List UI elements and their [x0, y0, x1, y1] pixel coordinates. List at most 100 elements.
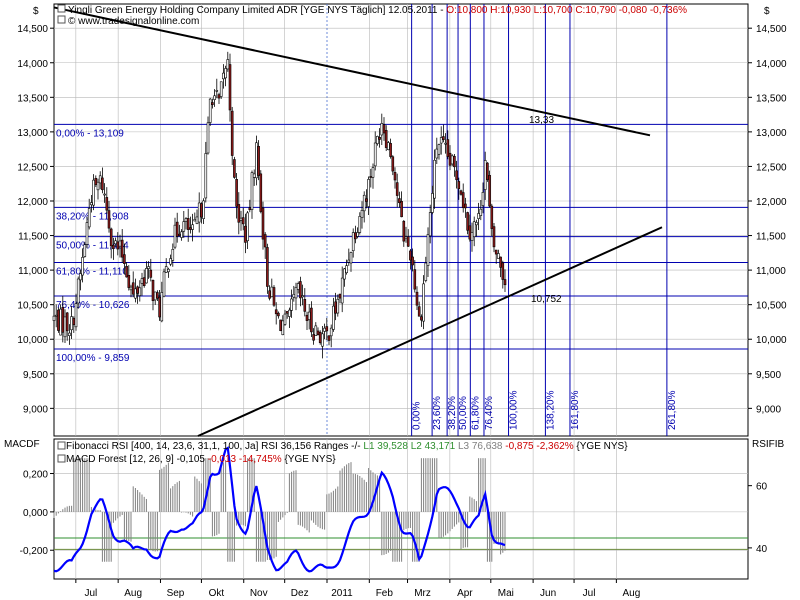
candle-body: [316, 330, 320, 336]
candle-body: [219, 81, 223, 97]
candle-body: [233, 159, 236, 178]
candle-body: [356, 232, 359, 237]
candle-body: [433, 159, 436, 199]
candle-body: [90, 202, 93, 206]
candle-body: [486, 162, 489, 180]
candle-body: [285, 311, 289, 314]
candle-body: [164, 266, 168, 273]
candle-body: [475, 222, 478, 226]
collapse-icon-3[interactable]: [57, 441, 66, 450]
candle-body: [382, 124, 386, 134]
price-tick-label-right: 12,000: [756, 197, 787, 208]
fib-retracement-lines: 0,00% - 13,109 38,20% - 11,908 50,00% - 11…: [54, 123, 748, 364]
candle-body: [246, 212, 249, 242]
price-tick-label-right: 10,500: [756, 301, 787, 312]
collapse-icon[interactable]: [57, 4, 66, 13]
candle-body: [65, 312, 69, 332]
indicator-series: [53, 446, 748, 573]
candle-body: [272, 287, 276, 306]
time-tick-label: Dez: [291, 588, 309, 599]
candle-body: [127, 275, 131, 288]
candle-body: [448, 152, 452, 166]
fib-time-lines: 0,00% 23,60% 38,20% 50,00% 61,80% 76,40% 100,0…: [411, 4, 678, 436]
price-tick-label-left: 12,000: [17, 197, 48, 208]
candle-body: [263, 234, 267, 248]
time-tick-label: Mrz: [414, 588, 431, 599]
candle-body: [114, 240, 117, 245]
candle-body: [129, 286, 133, 291]
candle-body: [384, 130, 388, 148]
candle-body: [437, 144, 441, 155]
axes: 14,500 14,500 14,000 14,000 13,500 13,500 13,0…: [17, 24, 787, 599]
candle-body: [123, 254, 126, 264]
candle-body: [158, 296, 161, 318]
fib-level-label: 38,20% - 11,908: [56, 211, 129, 222]
fib-level-label: 100,00% - 9,859: [56, 353, 130, 364]
candle-body: [149, 269, 153, 278]
candle-body: [182, 221, 186, 232]
fib-time-label: 61,80%: [470, 396, 481, 430]
candle-body: [215, 90, 219, 92]
candle-body: [387, 142, 390, 151]
price-tick-label-right: 14,500: [756, 24, 787, 35]
candle-body: [63, 316, 67, 338]
candle-body: [290, 298, 293, 311]
candle-body: [156, 292, 159, 299]
candle-body: [424, 262, 428, 281]
candle-body: [281, 320, 285, 336]
candle-body: [464, 203, 467, 209]
candle-body: [461, 192, 465, 209]
candle-body: [230, 110, 234, 156]
candle-body: [393, 172, 397, 181]
price-tick-label-right: 14,000: [756, 59, 787, 70]
candle-body: [138, 287, 142, 296]
candle-body: [235, 179, 238, 207]
candle-body: [167, 268, 170, 273]
candle-body: [142, 277, 146, 287]
candle-body: [301, 295, 304, 298]
candle-body: [70, 316, 73, 331]
candle-body: [380, 123, 384, 136]
collapse-icon-4[interactable]: [57, 454, 66, 463]
price-tick-label-right: 9,000: [756, 404, 781, 415]
candle-body: [197, 202, 201, 223]
rsi-tick-label: 40: [756, 544, 768, 555]
fib-level-label: 0,00% - 13,109: [56, 128, 124, 139]
candle-body: [470, 232, 474, 241]
candle-body: [125, 265, 128, 278]
candle-body: [428, 212, 432, 237]
candle-body: [371, 167, 375, 178]
price-tick-label-left: 10,000: [17, 335, 48, 346]
candle-body: [483, 160, 487, 190]
fib-time-label: 38,20%: [447, 396, 458, 430]
candle-body: [85, 222, 89, 245]
candle-body: [323, 327, 326, 332]
candle-body: [277, 312, 280, 317]
candles: [52, 51, 507, 359]
fib-time-label: 261,80%: [667, 390, 678, 430]
candle-body: [453, 156, 456, 168]
collapse-icon-2[interactable]: [57, 15, 66, 24]
candle-body: [134, 288, 137, 299]
price-tick-label-left: 13,000: [17, 128, 48, 139]
candle-body: [310, 307, 313, 333]
candle-body: [325, 326, 329, 332]
fib-level-label: 76,40% - 10,626: [56, 300, 130, 311]
fib-time-label: 76,40%: [484, 396, 495, 430]
candle-body: [72, 317, 76, 326]
candle-body: [455, 170, 458, 181]
candle-body: [175, 221, 179, 237]
candle-body: [349, 252, 353, 264]
candle-body: [406, 236, 410, 247]
candle-body: [79, 273, 82, 281]
trendline-lower: [197, 226, 663, 437]
trendlines: [53, 6, 663, 437]
candle-body: [162, 271, 166, 297]
price-tick-label-right: 12,500: [756, 162, 787, 173]
annotation-trend-low: 10,752: [531, 294, 562, 305]
candle-body: [376, 136, 379, 144]
currency-left: $: [33, 6, 39, 17]
candle-body: [118, 240, 122, 247]
candle-body: [420, 316, 423, 321]
